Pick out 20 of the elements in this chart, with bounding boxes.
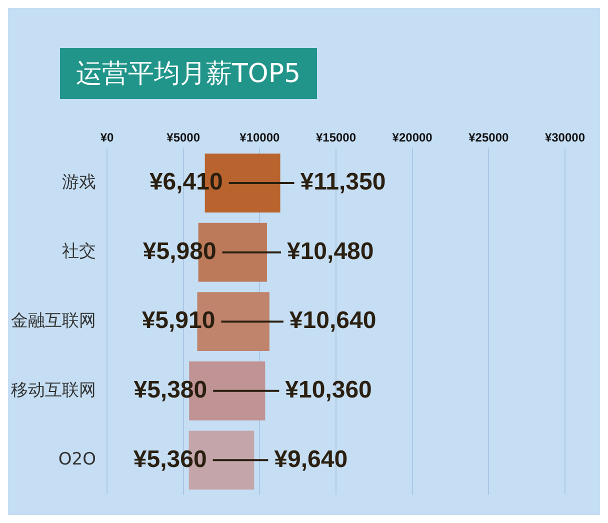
annotation: ¥10,360 <box>285 376 372 404</box>
y-tick-label: O2O <box>58 450 96 470</box>
annotation: ¥10,640 <box>289 307 376 334</box>
chart-title: 运营平均月薪TOP5 <box>60 48 317 99</box>
annotation: ¥5,360 <box>133 446 207 473</box>
annotation: ¥11,350 <box>300 168 386 196</box>
annotation: ¥10,480 <box>286 238 374 265</box>
y-tick-label: 社交 <box>62 242 96 262</box>
annotation: ¥5,380 <box>134 376 208 404</box>
x-tick-label: ¥20000 <box>392 130 433 145</box>
x-tick-label: ¥10000 <box>240 130 280 145</box>
y-tick-label: 金融互联网 <box>11 311 96 332</box>
annotation: ¥9,640 <box>274 446 348 473</box>
x-tick-label: ¥15000 <box>316 130 356 145</box>
x-tick-label: ¥30000 <box>544 130 586 145</box>
x-tick-label: ¥0 <box>100 130 114 145</box>
x-tick-label: ¥5000 <box>166 130 200 145</box>
x-tick-label: ¥25000 <box>468 130 509 145</box>
y-tick-label: 移动互联网 <box>11 380 96 400</box>
y-tick-label: 游戏 <box>62 172 96 192</box>
